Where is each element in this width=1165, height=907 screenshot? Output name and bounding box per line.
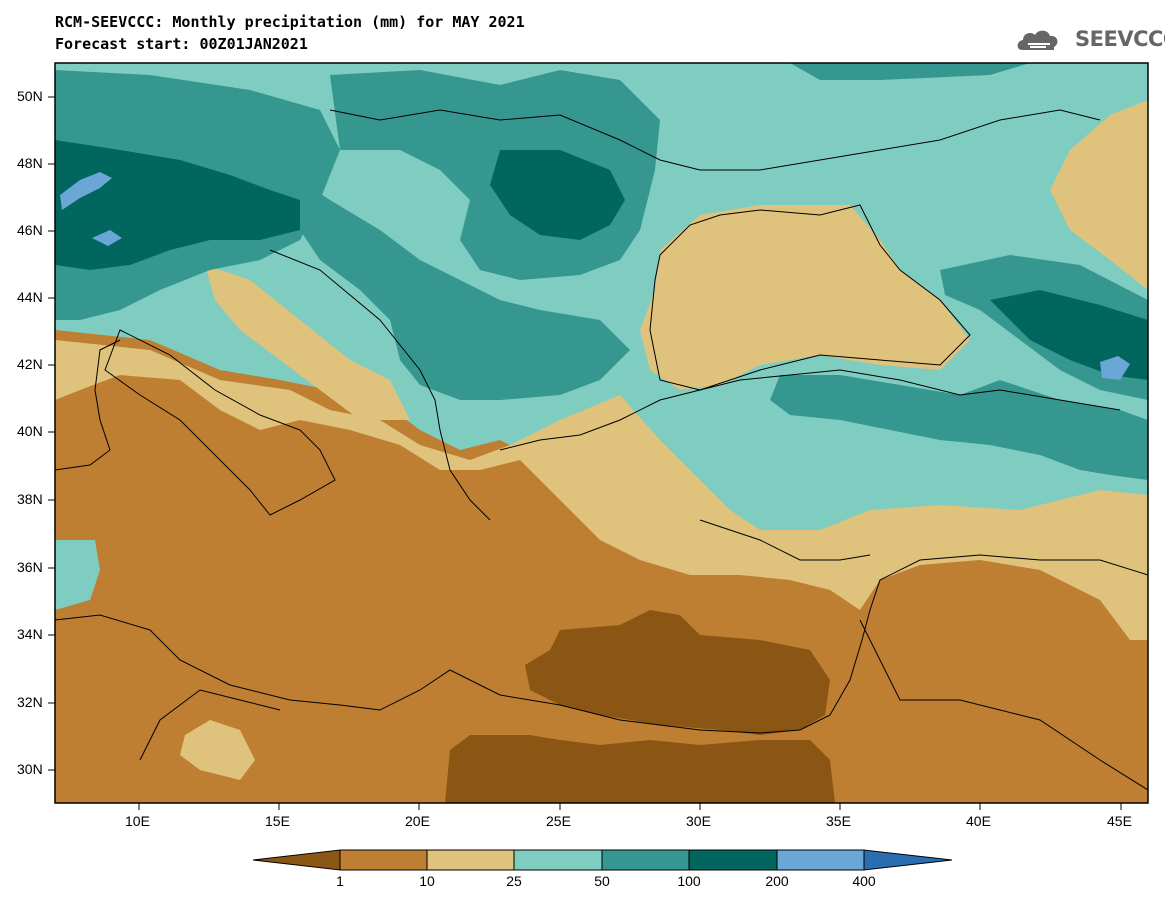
lon-tick-label: 40E — [966, 813, 991, 829]
colorbar-label: 25 — [506, 873, 522, 889]
coastline — [55, 554, 1148, 734]
colorbar-label: 100 — [677, 873, 701, 889]
lat-tick-label: 40N — [17, 423, 43, 439]
colorbar-under — [252, 849, 341, 871]
precip-50-100-turkey — [770, 375, 1148, 480]
precip-below-1-libya — [525, 610, 830, 735]
colorbar-1-10 — [339, 849, 428, 871]
colorbar-over — [863, 849, 953, 871]
forecast-start-label: Forecast start: 00Z01JAN2021 — [55, 35, 308, 53]
colorbar-label: 10 — [419, 873, 435, 889]
lon-tick-label: 30E — [686, 813, 711, 829]
precip-100-200-caucasus — [990, 290, 1148, 380]
map-frame — [54, 62, 1149, 804]
lat-tick-label: 30N — [17, 761, 43, 777]
lat-tick-label: 38N — [17, 491, 43, 507]
map-title: RCM-SEEVCCC: Monthly precipitation (mm) … — [55, 13, 525, 31]
lon-tick-label: 20E — [405, 813, 430, 829]
lon-tick-label: 25E — [546, 813, 571, 829]
colorbar-label: 1 — [336, 873, 344, 889]
lon-tick-label: 15E — [265, 813, 290, 829]
lon-tick-label: 10E — [125, 813, 150, 829]
lon-tick-label: 45E — [1107, 813, 1132, 829]
colorbar-25-50 — [513, 849, 603, 871]
precip-200-400-alps — [60, 172, 112, 210]
lat-tick-label: 42N — [17, 356, 43, 372]
colorbar-10-25 — [426, 849, 515, 871]
precip-10-25-black-sea — [640, 205, 970, 390]
precip-50-100-balkans — [300, 180, 630, 400]
lat-tick-label: 34N — [17, 626, 43, 642]
colorbar-label: 200 — [765, 873, 789, 889]
cloud-logo-icon — [1017, 30, 1058, 50]
lat-tick-label: 32N — [17, 694, 43, 710]
precip-100-200-carpathians — [490, 150, 625, 240]
lon-tick-label: 35E — [826, 813, 851, 829]
colorbar-50-100 — [601, 849, 690, 871]
colorbar — [252, 849, 953, 871]
lat-tick-label: 36N — [17, 559, 43, 575]
lat-tick-label: 50N — [17, 88, 43, 104]
colorbar-200-400 — [776, 849, 865, 871]
lat-tick-label: 48N — [17, 155, 43, 171]
seevccc-logo-text: SEEVCCC — [1075, 27, 1165, 51]
colorbar-label: 50 — [594, 873, 610, 889]
precip-below-1-egypt — [445, 735, 835, 803]
lat-tick-label: 44N — [17, 289, 43, 305]
colorbar-100-200 — [688, 849, 778, 871]
precip-10-25-band — [55, 340, 1148, 640]
lat-tick-label: 46N — [17, 222, 43, 238]
colorbar-label: 400 — [852, 873, 876, 889]
